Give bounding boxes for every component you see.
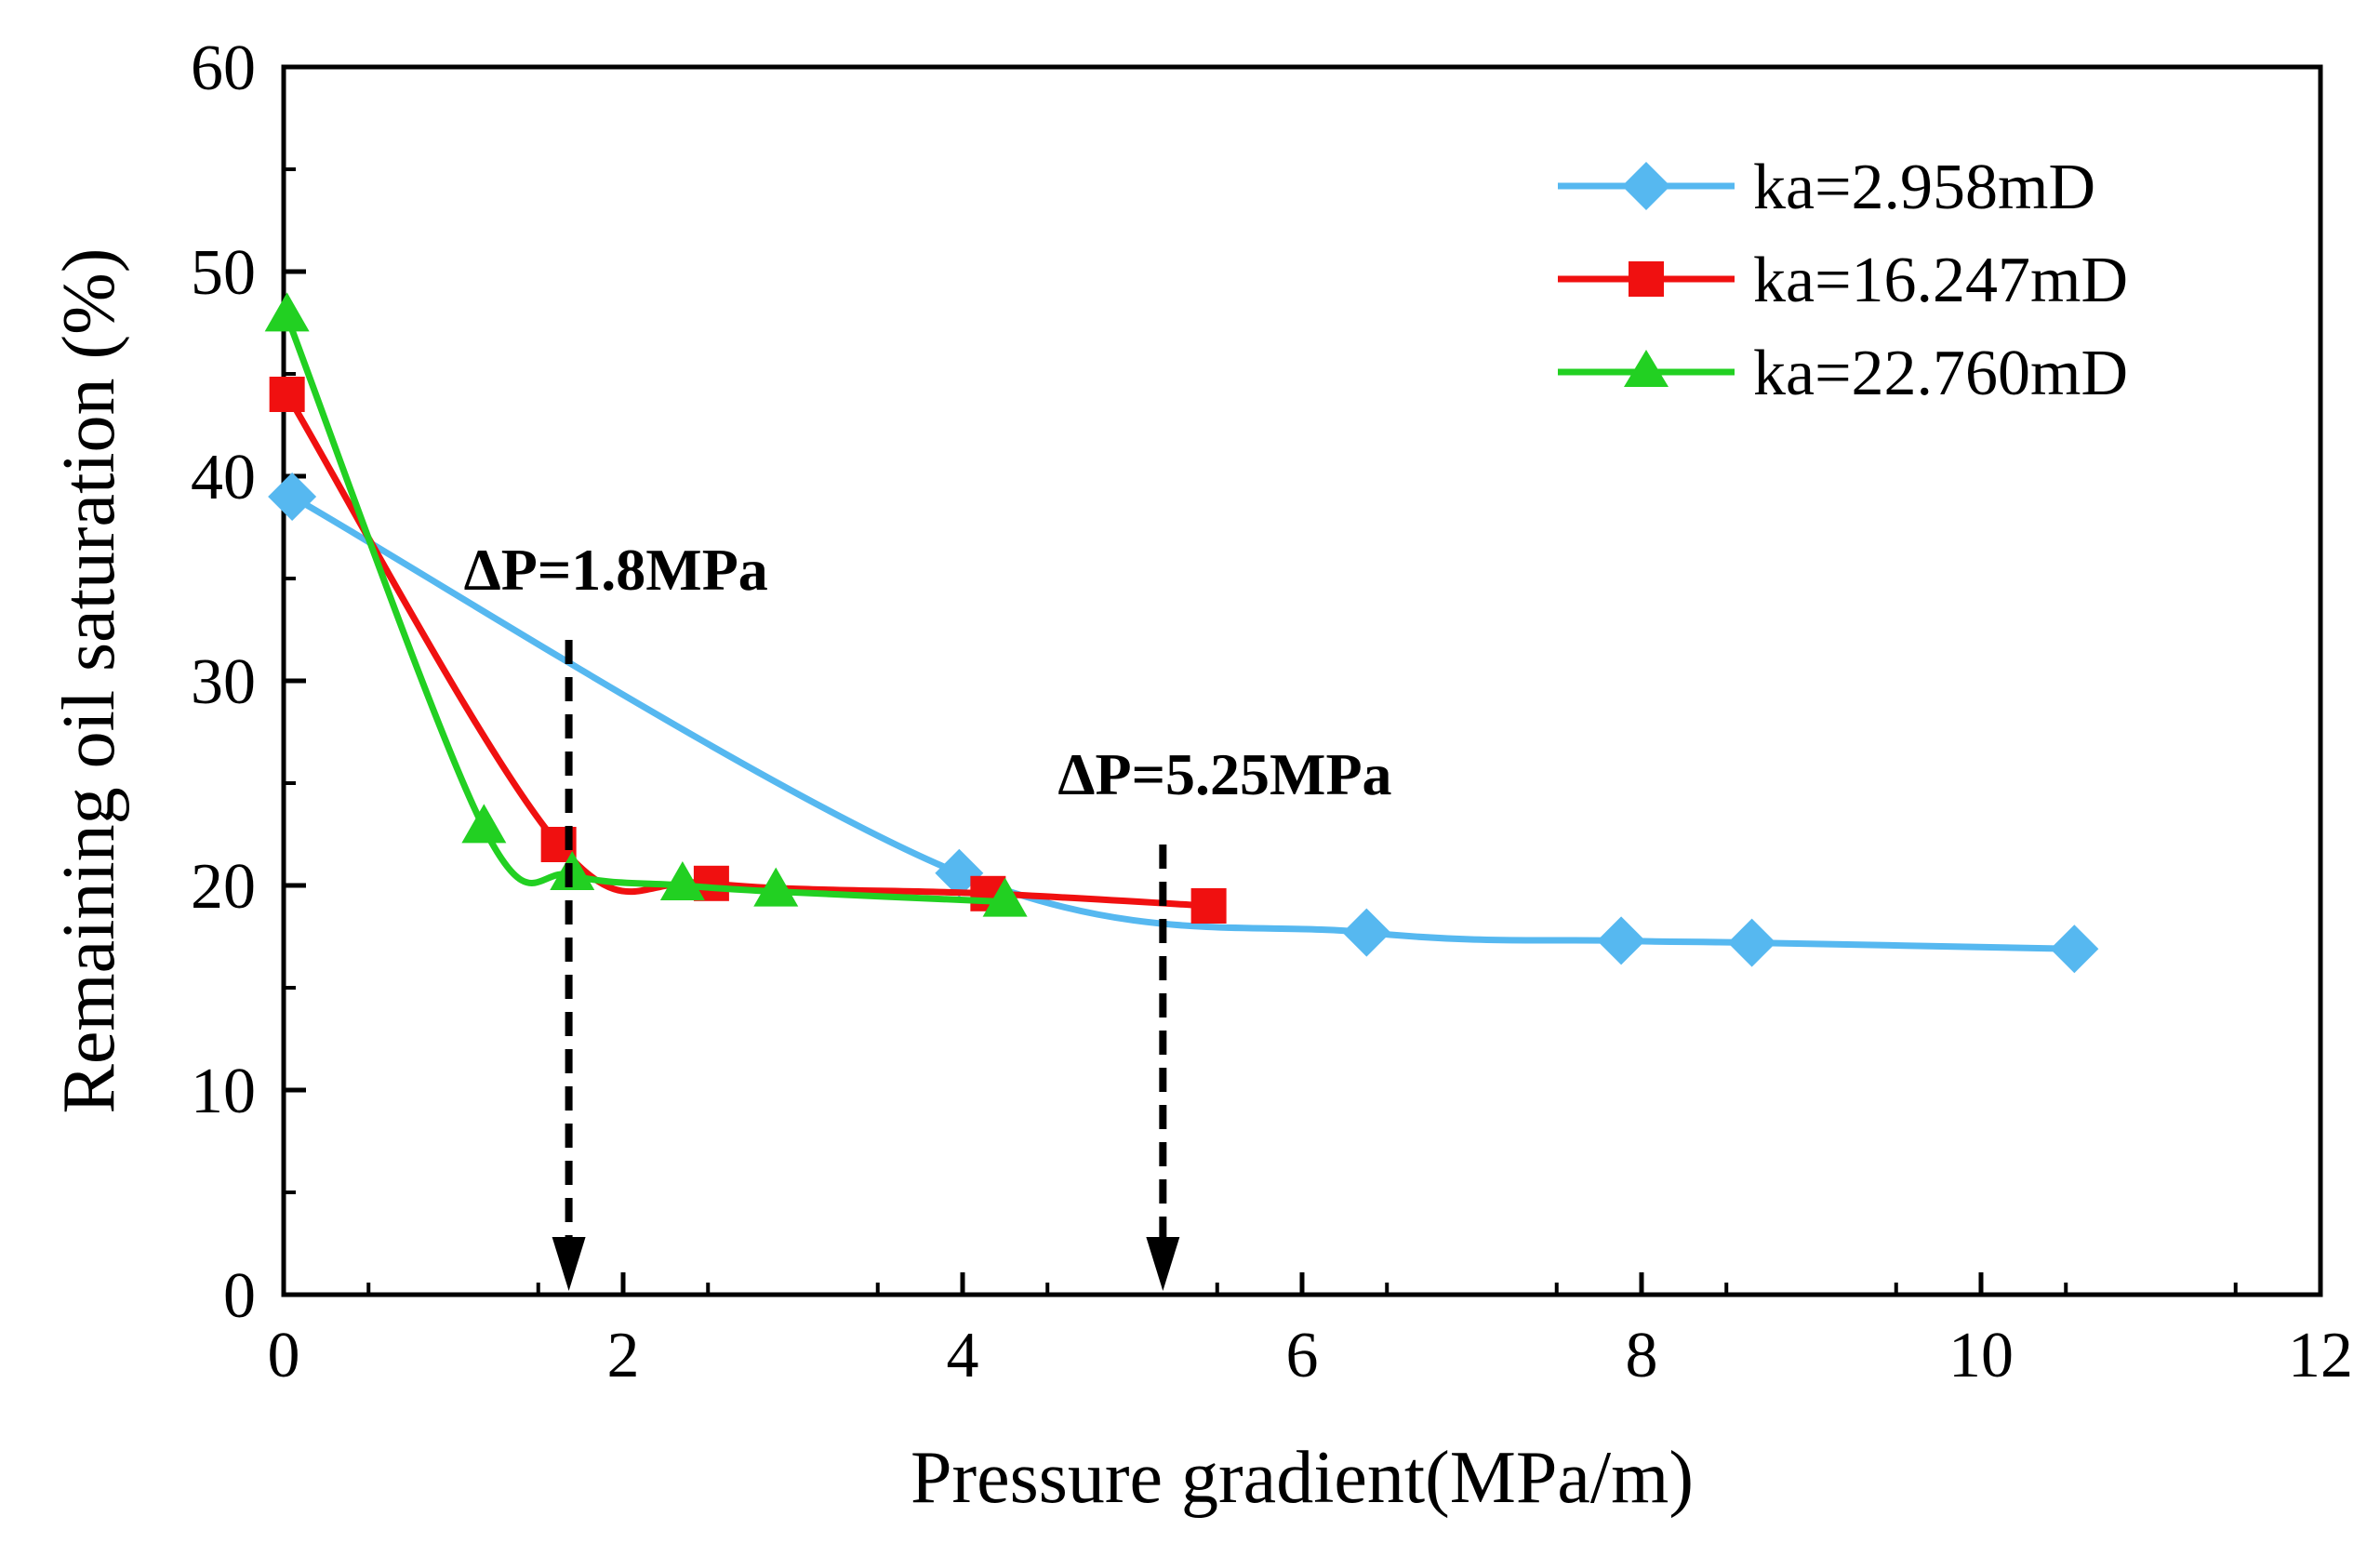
y-tick-label: 30: [191, 646, 256, 718]
x-tick-label: 12: [2288, 1320, 2353, 1391]
x-tick-label: 2: [607, 1320, 640, 1391]
legend: ka=2.958mD ka=16.247mD ka=22.760mD: [1558, 152, 2128, 409]
data-point-diamond: [1597, 916, 1646, 965]
legend-entry-ka-2958: ka=2.958mD: [1558, 152, 2095, 223]
series-line-1: [284, 392, 1209, 910]
axis-tick-labels: 0 2 4 6 8 10 12 0 10 20 30 40 50 60: [191, 33, 2353, 1391]
x-tick-label: 8: [1626, 1320, 1658, 1391]
legend-entry-ka-16247: ka=16.247mD: [1558, 245, 2128, 316]
annotation-arrow-head-1: [1146, 1237, 1180, 1291]
annotation-arrow-head-0: [552, 1237, 586, 1291]
y-tick-label: 50: [191, 237, 256, 309]
data-point-diamond: [268, 472, 317, 521]
y-tick-label: 40: [191, 442, 256, 513]
series-line-2: [284, 315, 1005, 906]
annotation-label-0: ΔP=1.8MPa: [464, 537, 768, 603]
x-tick-label: 4: [947, 1320, 979, 1391]
x-tick-label: 10: [1948, 1320, 2014, 1391]
y-tick-label: 60: [191, 33, 256, 104]
data-point-square: [269, 377, 305, 412]
data-point-triangle: [264, 292, 310, 332]
legend-label-ka-22760: ka=22.760mD: [1753, 338, 2128, 409]
x-axis-title: Pressure gradient(MPa/m): [911, 1437, 1694, 1519]
series-0: [268, 472, 2099, 974]
data-point-triangle: [659, 861, 705, 900]
data-point-diamond: [1727, 918, 1776, 967]
legend-triangle-marker: [1624, 350, 1669, 387]
data-point-triangle: [982, 877, 1028, 917]
data-point-square: [1190, 888, 1227, 924]
y-tick-label: 10: [191, 1056, 256, 1127]
y-tick-label: 20: [191, 851, 256, 923]
legend-label-ka-2958: ka=2.958mD: [1753, 152, 2095, 223]
legend-label-ka-16247: ka=16.247mD: [1753, 245, 2128, 316]
series-layer: [264, 292, 2099, 974]
axis-ticks: [281, 64, 2323, 1297]
legend-square-marker: [1629, 261, 1664, 297]
x-tick-label: 0: [268, 1320, 300, 1391]
data-point-triangle: [461, 804, 507, 844]
legend-entry-ka-22760: ka=22.760mD: [1558, 338, 2128, 409]
legend-diamond-marker: [1622, 162, 1670, 210]
data-point-diamond: [2050, 924, 2099, 974]
data-point-diamond: [1342, 908, 1391, 957]
annotation-label-1: ΔP=5.25MPa: [1057, 741, 1391, 807]
series-2: [264, 292, 1028, 917]
x-tick-label: 6: [1286, 1320, 1319, 1391]
y-tick-label: 0: [223, 1260, 256, 1332]
data-point-triangle: [753, 867, 799, 907]
annotation-layer: ΔP=1.8MPa ΔP=5.25MPa: [464, 537, 1392, 1291]
y-axis-title: Remaining oil saturation (%): [48, 248, 130, 1114]
